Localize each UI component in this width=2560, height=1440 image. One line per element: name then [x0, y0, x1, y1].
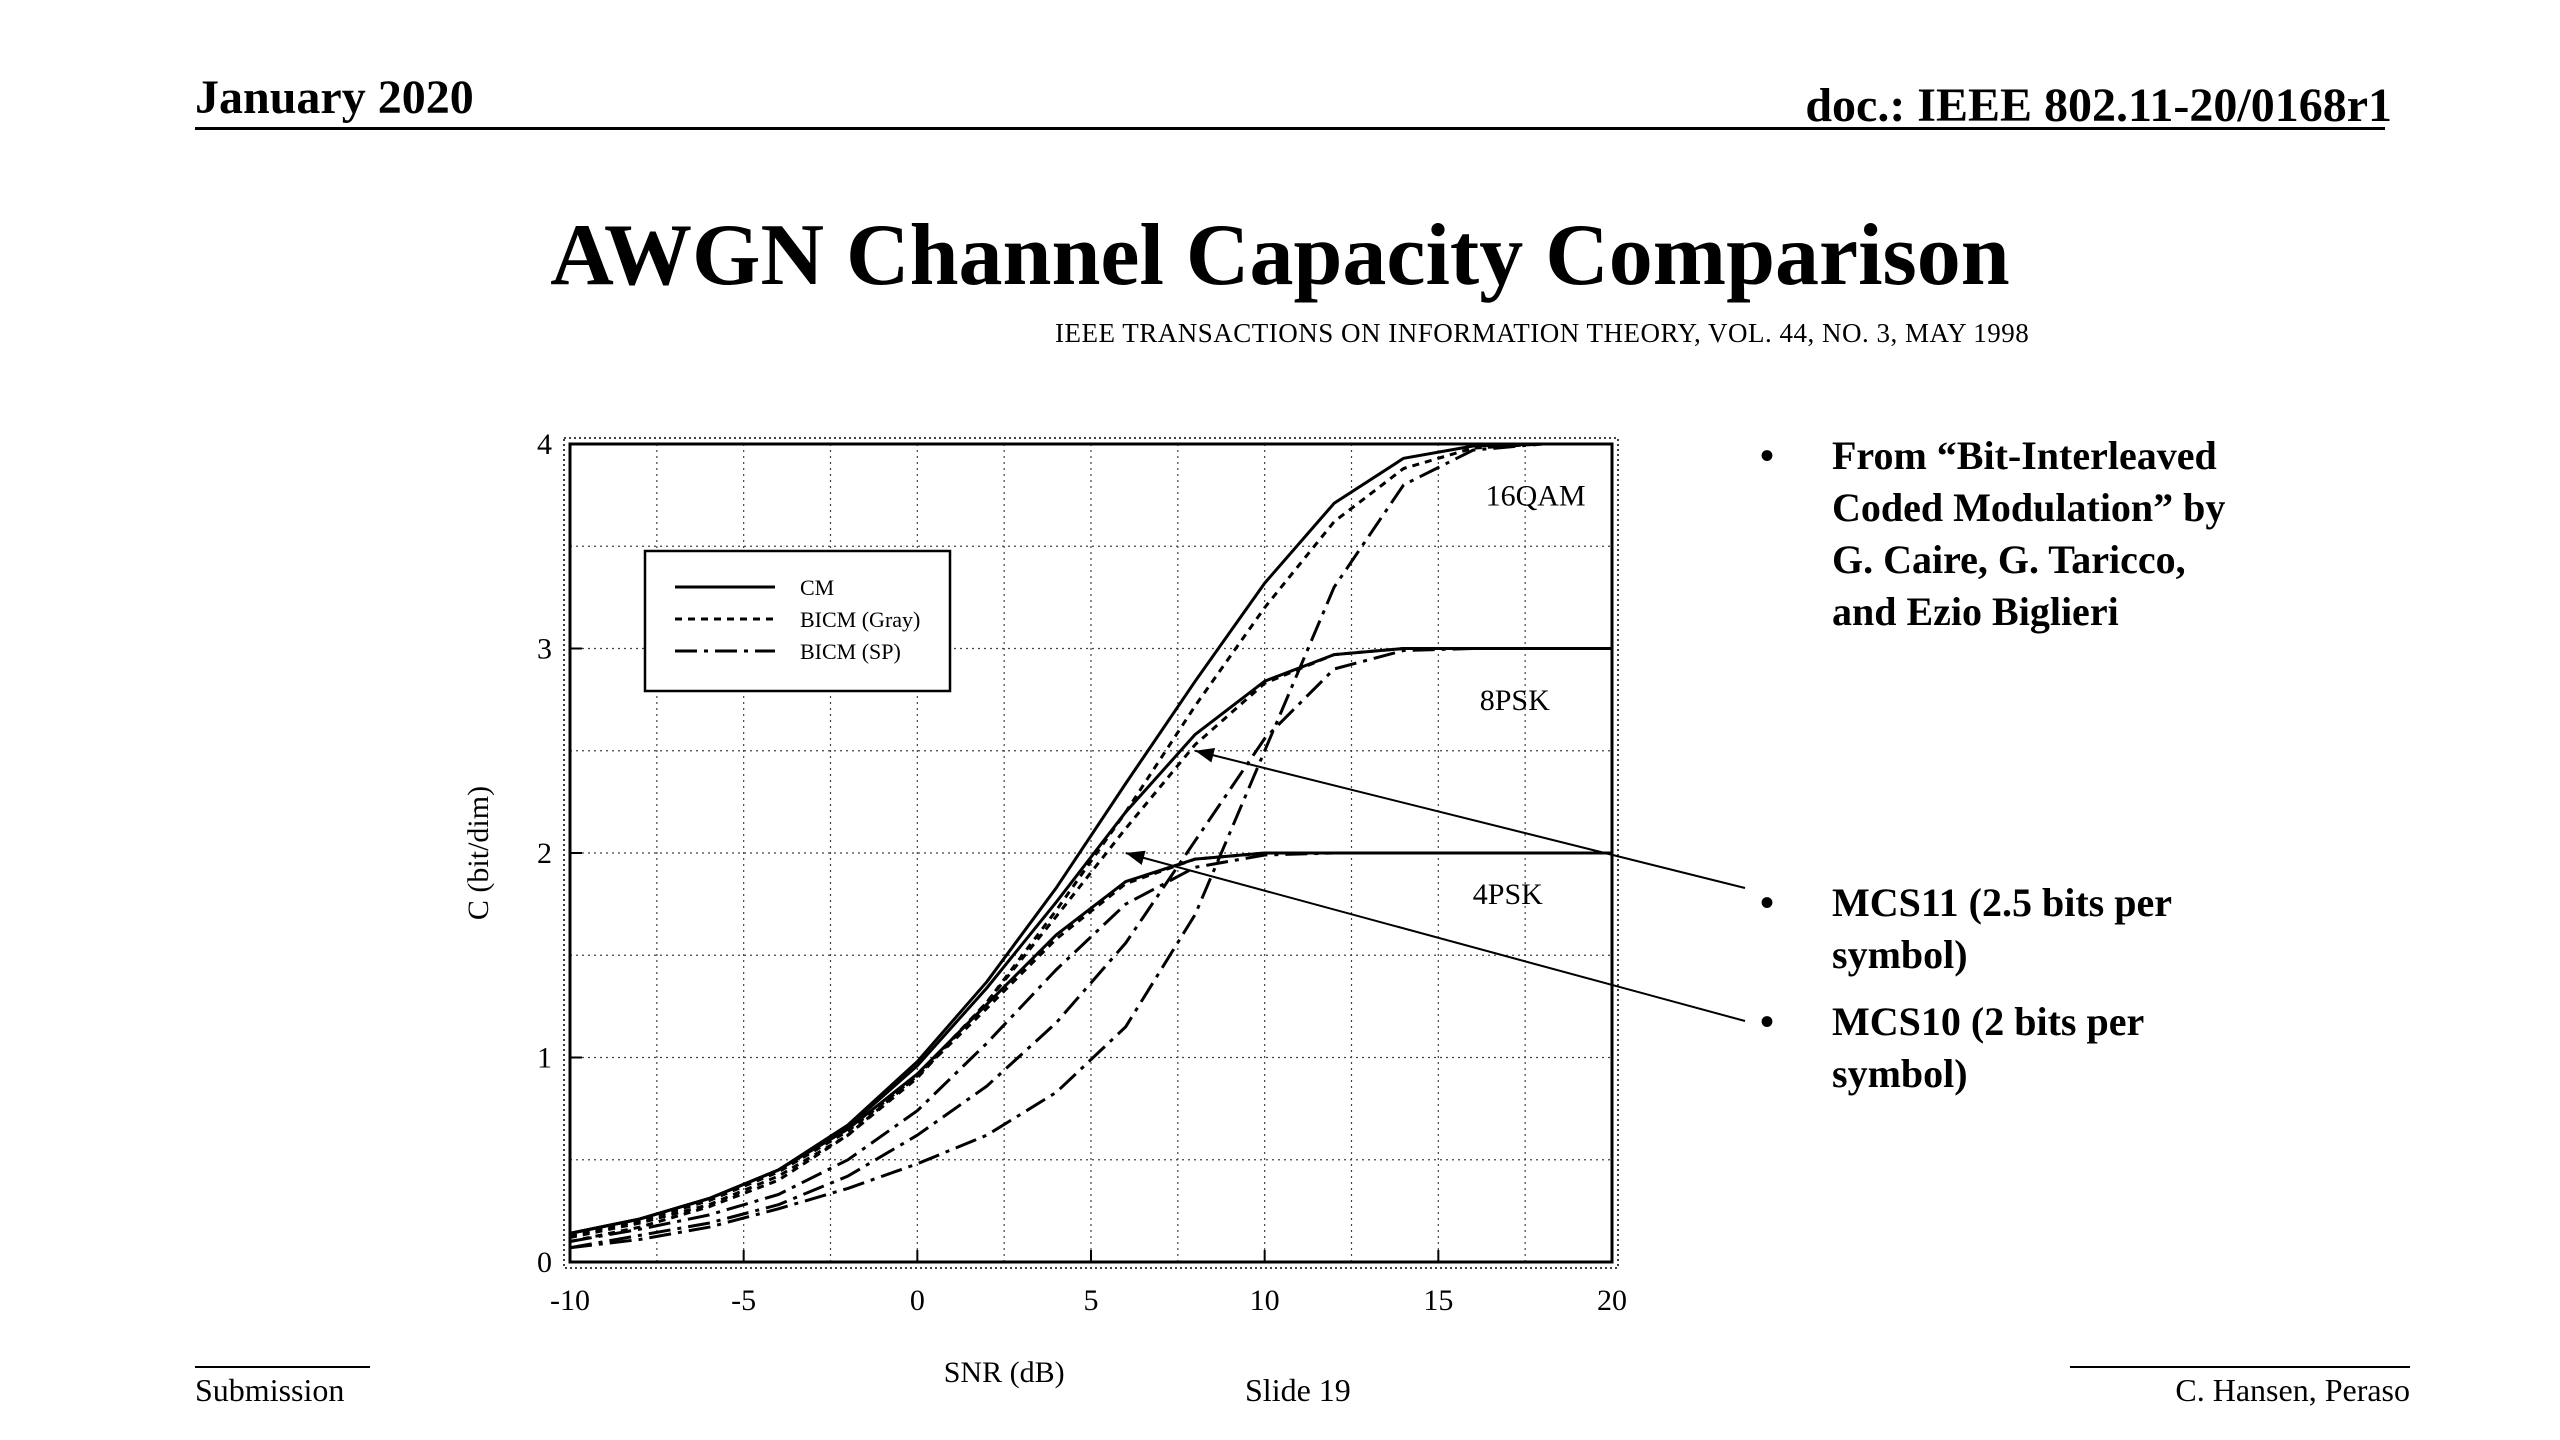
legend-box — [643, 549, 952, 693]
series-8psk-dashdot — [569, 647, 1612, 1250]
footer-slide-number: Slide 19 — [1245, 1372, 1351, 1408]
chart-legend: CM BICM (Gray) BICM (SP) — [643, 549, 952, 693]
header-date: January 2020 — [195, 71, 474, 124]
chart-curve-labels: 16QAM 8PSK 4PSK — [1473, 479, 1586, 911]
footer-author: C. Hansen, Peraso — [2175, 1372, 2410, 1408]
series-8psk-dashed — [569, 647, 1612, 1239]
series-16qam-dashdot — [569, 442, 1612, 1250]
bullet-dot: • — [1760, 999, 1775, 1044]
curve-label: 16QAM — [1486, 479, 1586, 512]
y-tick-label: 2 — [537, 837, 552, 870]
legend-label: CM — [800, 575, 834, 600]
series-4psk-dashed — [569, 851, 1612, 1237]
curve-label: 8PSK — [1480, 684, 1550, 717]
x-tick-label: 20 — [1597, 1284, 1627, 1317]
x-axis-label: SNR (dB) — [944, 1356, 1065, 1389]
bullet-dot: • — [1760, 433, 1775, 478]
chart-curves — [569, 442, 1612, 1250]
annotation-arrow-head — [1195, 748, 1216, 763]
y-tick-label: 0 — [537, 1246, 552, 1279]
annotation-arrow-line — [1194, 749, 1746, 889]
y-axis-label: C (bit/dim) — [462, 786, 495, 920]
header-rule — [195, 127, 2385, 130]
legend-label: BICM (Gray) — [800, 607, 920, 632]
bullet-dot: • — [1760, 880, 1775, 925]
citation: IEEE TRANSACTIONS ON INFORMATION THEORY,… — [1055, 318, 2030, 348]
annotation-arrow-line — [1125, 852, 1746, 1022]
x-tick-label: -10 — [550, 1284, 590, 1317]
header-doc-id: doc.: IEEE 802.11-20/0168r1 — [1805, 79, 2392, 132]
series-8psk-solid — [569, 647, 1612, 1235]
series-4psk-dashdot — [569, 851, 1612, 1243]
slide-title: AWGN Channel Capacity Comparison — [550, 207, 2010, 304]
y-tick-label: 3 — [537, 633, 552, 666]
chart-ticks: -10 -5 0 5 10 15 20 0 1 2 3 4 — [537, 428, 1627, 1317]
bullet-text: From “Bit-Interleaved Coded Modulation” … — [1832, 433, 2226, 634]
x-tick-label: 10 — [1250, 1284, 1280, 1317]
x-tick-label: 15 — [1423, 1284, 1453, 1317]
bullet-text: MCS11 (2.5 bits per symbol) — [1832, 880, 2172, 977]
footer-right-rule — [2070, 1366, 2410, 1368]
x-tick-label: 0 — [910, 1284, 925, 1317]
series-16qam-dashed — [569, 442, 1612, 1243]
bullet-mcs11: • MCS11 (2.5 bits per symbol) — [1760, 877, 2252, 981]
x-tick-label: 5 — [1084, 1284, 1099, 1317]
plot-frame-outer — [563, 437, 1619, 1269]
y-tick-label: 1 — [537, 1042, 552, 1075]
chart-annotation-arrows — [1125, 748, 1746, 1022]
x-tick-label: -5 — [731, 1284, 756, 1317]
legend-label: BICM (SP) — [800, 639, 901, 664]
y-tick-label: 4 — [537, 428, 552, 461]
annotation-arrow-head — [1125, 850, 1146, 866]
bullet-source: • From “Bit-Interleaved Coded Modulation… — [1760, 430, 2252, 638]
footer-left-rule — [195, 1366, 370, 1368]
curve-label: 4PSK — [1473, 878, 1543, 911]
bullet-mcs10: • MCS10 (2 bits per symbol) — [1760, 996, 2252, 1100]
footer-submission: Submission — [195, 1372, 345, 1408]
bullet-text: MCS10 (2 bits per symbol) — [1832, 999, 2144, 1096]
